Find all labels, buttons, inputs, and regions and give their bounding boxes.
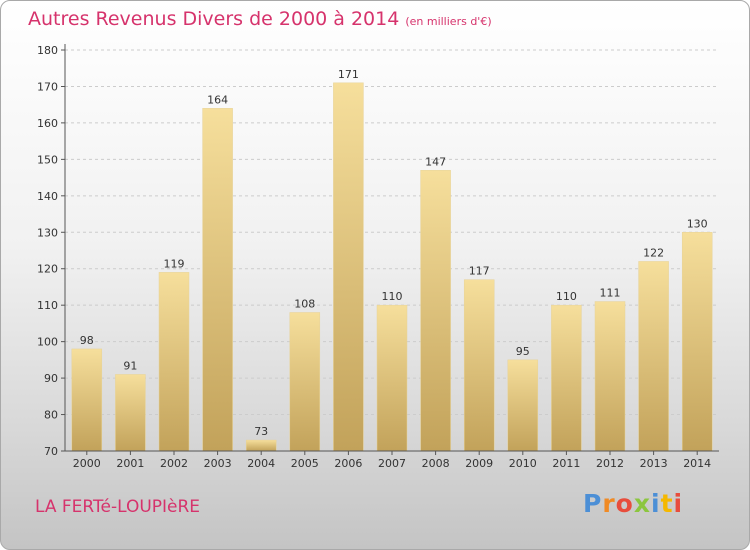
x-tick-label: 2014 [683,457,711,470]
bar-value-label: 147 [425,155,446,168]
bar [289,312,321,452]
bar [158,272,190,452]
y-tick-label: 150 [37,153,58,166]
bar-value-label: 110 [556,290,577,303]
label-layer: 70 80 90 100 110 120 130 140 150 160 170 180 98 2000 9… [37,44,711,470]
x-tick-label: 2012 [596,457,624,470]
bar-layer [71,82,713,452]
x-tick-label: 2003 [204,457,232,470]
y-tick-label: 90 [44,372,58,385]
bar-value-label: 110 [382,290,403,303]
x-tick-label: 2011 [552,457,580,470]
bar-value-label: 73 [254,425,268,438]
bar [333,82,364,452]
x-tick-label: 2008 [422,457,450,470]
x-tick-label: 2005 [291,457,319,470]
y-tick-label: 130 [37,226,58,239]
x-tick-label: 2013 [640,457,668,470]
logo-letter: t [660,489,674,518]
y-tick-label: 110 [37,299,58,312]
logo-letter: r [602,489,616,518]
x-tick-label: 2006 [334,457,362,470]
x-tick-label: 2002 [160,457,188,470]
bar-value-label: 119 [164,257,185,270]
bar [507,359,539,452]
x-tick-label: 2010 [509,457,537,470]
y-tick-label: 140 [37,190,58,203]
chart-title-text: Autres Revenus Divers de 2000 à 2014 [28,8,400,30]
bar-value-label: 171 [338,68,359,81]
logo-letter: i [673,489,684,518]
logo-letter: P [583,489,603,518]
logo-letter: x [633,489,651,518]
y-tick-label: 170 [37,80,58,93]
y-tick-label: 80 [44,409,58,422]
bar-value-label: 98 [80,334,94,347]
bar-value-label: 130 [687,217,708,230]
bar-value-label: 95 [516,345,530,358]
chart-unit: (en milliers d'€) [405,15,492,28]
bar [420,170,451,452]
bar [202,108,233,452]
bar-value-label: 111 [600,287,621,300]
x-tick-label: 2009 [465,457,493,470]
bar-value-label: 108 [294,297,315,310]
y-tick-label: 120 [37,263,58,276]
bar [681,232,713,452]
bar-value-label: 91 [123,359,137,372]
bar-value-label: 164 [207,93,228,106]
logo-letter: o [615,489,634,518]
commune-name: LA FERTé-LOUPIèRE [35,497,201,517]
y-tick-label: 180 [37,44,58,57]
x-tick-label: 2000 [73,457,101,470]
bar-value-label: 122 [643,246,664,259]
x-tick-label: 2007 [378,457,406,470]
bar [463,279,495,452]
y-tick-label: 70 [44,445,58,458]
bar [245,439,277,452]
proxiti-logo: Proxiti [583,489,683,518]
x-tick-label: 2004 [247,457,275,470]
bar [638,261,669,452]
bar-value-label: 117 [469,265,490,278]
axis-layer [61,44,719,455]
bar [71,348,103,452]
bar [376,304,408,452]
logo-letter: i [651,489,661,518]
bar [551,304,582,452]
bar [594,301,626,452]
y-tick-label: 100 [37,336,58,349]
chart-title: Autres Revenus Divers de 2000 à 2014 (en … [28,8,492,30]
bar [115,374,146,452]
y-tick-label: 160 [37,117,58,130]
x-tick-label: 2001 [116,457,144,470]
